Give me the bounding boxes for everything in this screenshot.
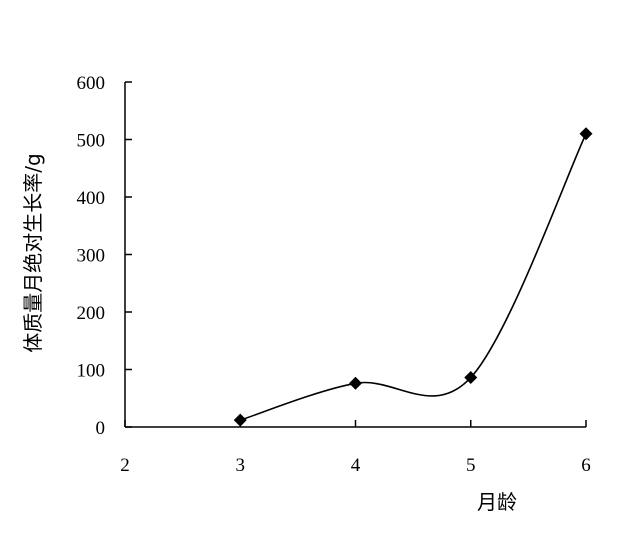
y-tick-label: 100 (77, 361, 106, 382)
x-tick-label: 2 (120, 455, 130, 476)
data-point (233, 413, 247, 427)
x-tick-label: 5 (466, 455, 476, 476)
y-tick-label: 200 (77, 303, 106, 324)
data-point (464, 371, 478, 385)
data-point (349, 376, 362, 390)
y-axis-title: 体质量月绝对生长率/g (21, 153, 45, 352)
y-tick-label: 500 (77, 131, 106, 152)
series (233, 127, 593, 427)
x-axis-title: 月龄 (477, 490, 517, 514)
series-line (240, 133, 587, 421)
data-point (579, 127, 593, 141)
y-tick-label: 300 (77, 246, 106, 267)
axes (124, 82, 586, 428)
x-tick-label: 3 (236, 455, 246, 476)
x-ticks: 2 3 4 5 6 (120, 420, 591, 476)
y-ticks: 0 100 200 300 400 500 600 (77, 73, 132, 439)
x-tick-label: 6 (581, 455, 591, 476)
y-tick-label: 600 (77, 73, 106, 94)
x-tick-label: 4 (351, 455, 361, 476)
y-tick-label: 0 (96, 418, 106, 439)
y-tick-label: 400 (77, 188, 106, 209)
